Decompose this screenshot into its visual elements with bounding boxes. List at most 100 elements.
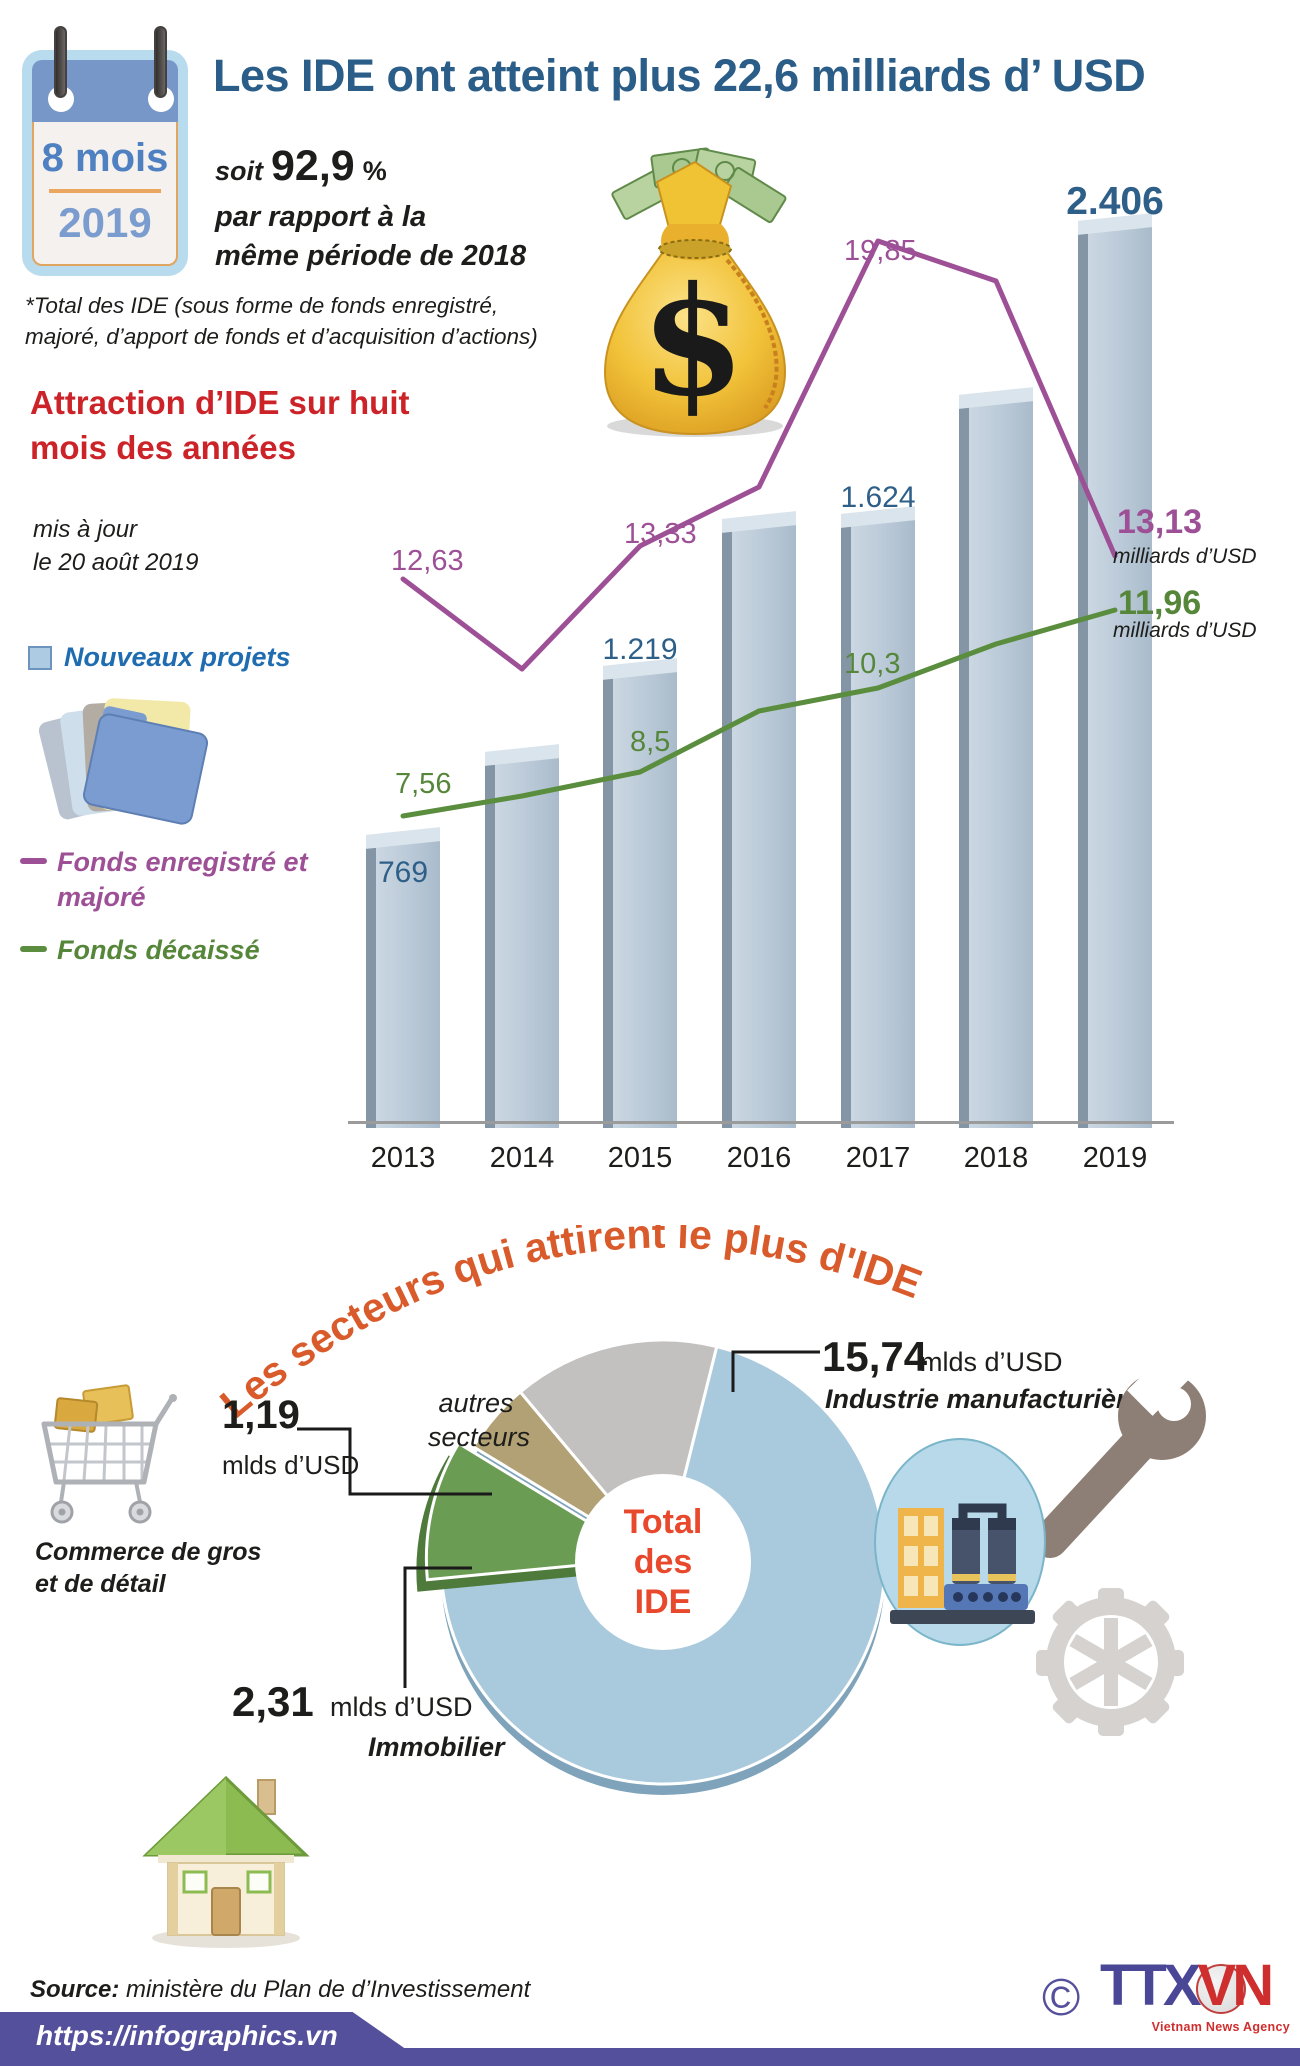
legend-registered-label: Fonds enregistré et majoré	[57, 845, 308, 915]
bar-2016	[722, 524, 796, 1128]
source-label: Source:	[30, 1976, 120, 2003]
footnote: *Total des IDE (sous forme de fonds enre…	[25, 290, 538, 352]
gear-icon	[1036, 1588, 1184, 1736]
line-value-label: 19,85	[844, 235, 917, 267]
ttxvn-letters-2: VN	[1197, 1953, 1275, 2018]
manufacturing-unit: mlds d’USD	[920, 1347, 1063, 1377]
factory-icon	[890, 1503, 1035, 1624]
bar-value-label: 2.406	[1066, 180, 1164, 223]
bar-2018	[959, 400, 1033, 1128]
wrench-icon	[1032, 1360, 1206, 1558]
green-dash-icon	[20, 946, 47, 952]
line-value-label: 10,3	[844, 648, 901, 680]
section1-heading-line1: Attraction d’IDE sur huit	[30, 384, 410, 421]
percent-value: 92,9	[271, 142, 355, 190]
legend-registered-line2: majoré	[57, 882, 146, 912]
bar-2017	[841, 519, 915, 1128]
line-value-label: 13,33	[624, 518, 697, 550]
updated-line2: le 20 août 2019	[33, 549, 199, 576]
pie-center-label: Total des IDE	[593, 1502, 733, 1622]
commerce-unit: mlds d’USD	[222, 1450, 360, 1480]
bar-2019	[1078, 226, 1152, 1128]
immobilier-unit: mlds d’USD	[330, 1692, 473, 1722]
connector-manufacturing	[731, 1350, 820, 1392]
ttxvn-subtitle: Vietnam News Agency	[1151, 2020, 1290, 2034]
registered-2019-unit: milliards d’USD	[1113, 545, 1257, 568]
section1-heading: Attraction d’IDE sur huit mois des année…	[30, 380, 410, 470]
calendar-ring-icon	[54, 26, 67, 98]
pie-center-line2: des	[633, 1543, 693, 1581]
globe-icon	[1196, 1964, 1246, 2014]
year-label-2017: 2017	[845, 1142, 911, 1174]
manufacturing-value: 15,74	[822, 1333, 928, 1380]
line-value-label: 8,5	[630, 726, 671, 758]
pie-center-line1: Total	[623, 1503, 703, 1541]
legend-square-icon	[28, 645, 52, 670]
pie-chart	[297, 1338, 887, 1795]
calendar-period: 8 mois	[41, 136, 169, 180]
footer-band	[0, 2048, 1300, 2066]
pie-label-autres-line1: autres	[438, 1388, 514, 1418]
legend-new-projects: Nouveaux projets	[28, 642, 291, 673]
commerce-value: 1,19	[222, 1393, 300, 1437]
immobilier-label: Immobilier	[368, 1732, 505, 1762]
calendar-icon: 8 mois 2019	[22, 26, 188, 276]
percent-vs-2018: soit 92,9 %	[215, 142, 387, 191]
bar-value-label: 1.219	[602, 633, 678, 666]
calendar-body: 8 mois 2019	[32, 122, 178, 266]
year-label-2013: 2013	[370, 1142, 436, 1174]
legend-registered: Fonds enregistré et majoré	[20, 845, 308, 915]
calendar-divider	[49, 189, 161, 193]
source-line: Source: ministère du Plan de d’Investiss…	[30, 1976, 530, 2004]
line-value-label: 12,63	[391, 545, 464, 577]
footnote-line2: majoré, d’apport de fonds et d’acquisiti…	[25, 324, 538, 349]
disbursed-2019-unit: milliards d’USD	[1113, 619, 1257, 642]
copyright-symbol: ©	[1042, 1969, 1081, 2027]
house-icon	[142, 1775, 310, 1948]
bar-2013	[366, 840, 440, 1128]
percent-sign: %	[362, 156, 387, 186]
x-axis-line	[348, 1121, 1174, 1124]
disbursed-2019-value: 11,96	[1118, 584, 1202, 622]
legend-registered-line1: Fonds enregistré et	[57, 847, 308, 877]
compare-line1: par rapport à la	[215, 201, 427, 233]
industry-icon-group	[874, 1360, 1206, 1736]
year-label-2019: 2019	[1082, 1142, 1148, 1174]
year-label-2015: 2015	[607, 1142, 673, 1174]
footnote-line1: *Total des IDE (sous forme de fonds enre…	[25, 293, 499, 318]
bar-2014	[485, 757, 559, 1128]
soit-label: soit	[215, 156, 264, 186]
connector-immobilier	[403, 1566, 472, 1688]
year-label-2018: 2018	[963, 1142, 1029, 1174]
money-bag-icon: $	[603, 147, 787, 437]
calendar-ring-icon	[154, 26, 167, 98]
registered-2019-value: 13,13	[1117, 503, 1203, 541]
compare-line2: même période de 2018	[215, 240, 527, 272]
immobilier-value: 2,31	[232, 1678, 314, 1725]
bar-value-label: 769	[377, 856, 429, 889]
compare-text: par rapport à la même période de 2018	[215, 198, 526, 276]
calendar-year: 2019	[58, 199, 152, 246]
section1-heading-line2: mois des années	[30, 429, 296, 466]
line-value-label: 7,56	[395, 768, 452, 800]
updated-date: mis à jour le 20 août 2019	[33, 513, 198, 579]
pie-label-autres-line2: secteurs	[428, 1422, 531, 1452]
commerce-label: Commerce de gros et de détail	[35, 1536, 261, 1600]
connector-commerce	[297, 1427, 492, 1496]
folders-icon	[38, 698, 209, 825]
pie-label-autres: autres secteurs	[428, 1386, 531, 1454]
updated-line1: mis à jour	[33, 516, 138, 543]
shopping-cart-icon	[41, 1384, 177, 1524]
svg-text:$: $	[641, 254, 745, 430]
legend-disbursed-label: Fonds décaissé	[57, 935, 260, 965]
ttxvn-letters-1: TTX	[1100, 1953, 1202, 2018]
legend-new-projects-label: Nouveaux projets	[64, 642, 291, 672]
commerce-label-line2: et de détail	[35, 1570, 166, 1598]
commerce-label-line1: Commerce de gros	[35, 1538, 262, 1566]
legend-disbursed: Fonds décaissé	[20, 933, 260, 968]
ttxvn-logo: TTX VN Vietnam News Agency	[1100, 1956, 1290, 2035]
year-label-2016: 2016	[726, 1142, 792, 1174]
pie-center-line3: IDE	[634, 1583, 692, 1621]
ttxvn-logo-row: TTX VN	[1100, 1956, 1290, 2018]
